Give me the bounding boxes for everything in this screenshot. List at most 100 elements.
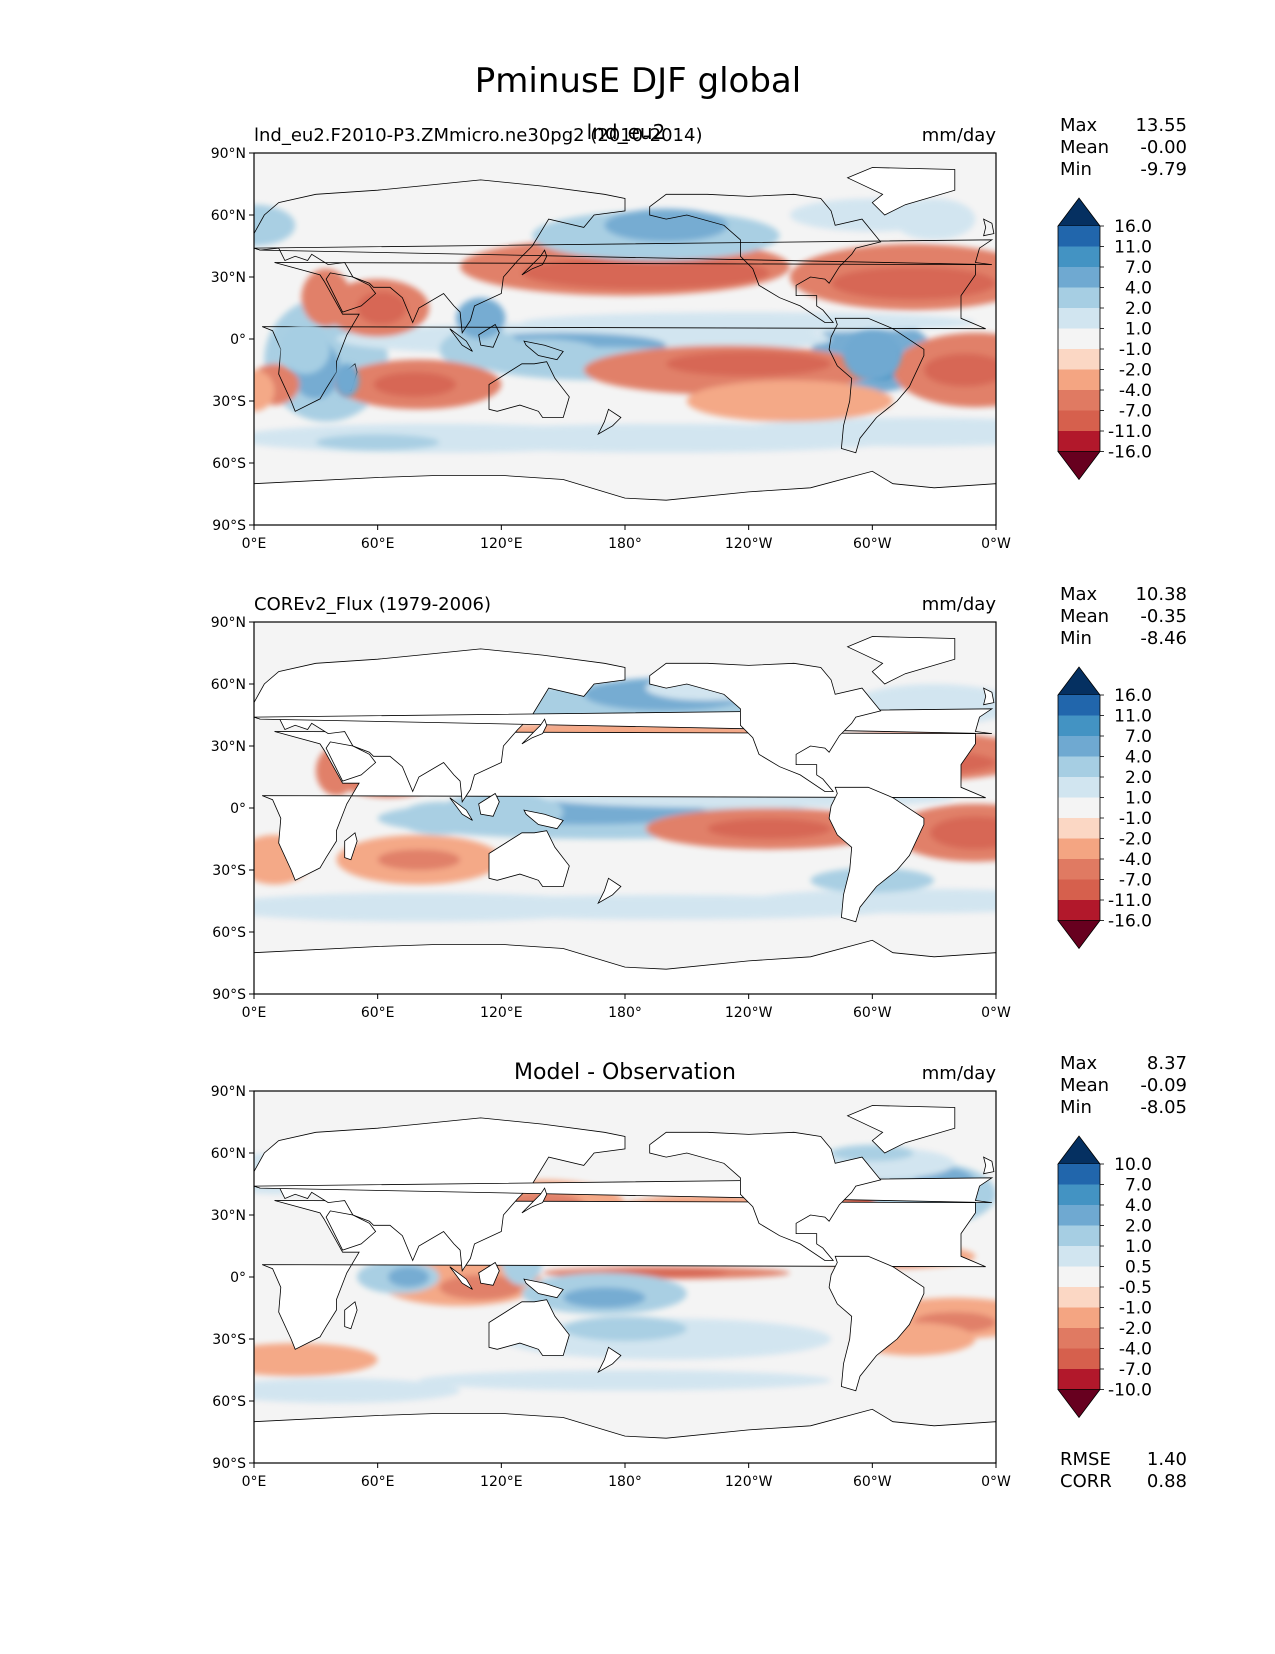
- colorbar-label: 0.5: [1125, 1258, 1152, 1278]
- field-blob: [357, 291, 407, 325]
- coastline-eurasia: [254, 179, 626, 334]
- colorbar-label: 7.0: [1125, 258, 1152, 278]
- colorbar-frame: [1057, 1164, 1101, 1390]
- colorbar-label: 10.0: [1114, 1155, 1152, 1175]
- panel-units: mm/day: [922, 594, 997, 615]
- lat-tick-label: 30°S: [212, 394, 246, 410]
- lat-tick-label: 90°N: [211, 1084, 246, 1100]
- colorbar-segment: [1058, 1164, 1100, 1185]
- lat-tick-label: 60°N: [211, 677, 246, 693]
- stat-label: Mean: [1060, 1075, 1109, 1096]
- coastline-antarctica: [254, 1408, 996, 1463]
- coastline-uk: [982, 1156, 995, 1175]
- lat-tick-label: 90°S: [212, 987, 246, 1003]
- coastline-new-zealand: [597, 877, 622, 905]
- lon-tick-label: 0°E: [242, 536, 267, 552]
- stat-value: -0.09: [1140, 1075, 1187, 1096]
- lat-tick-label: 30°N: [211, 739, 246, 755]
- coastline-new-zealand: [597, 408, 622, 436]
- lon-tick-label: 60°E: [361, 1005, 395, 1021]
- lon-tick-label: 120°W: [725, 536, 773, 552]
- colorbar-segment: [1058, 1328, 1100, 1349]
- colorbar-label: -7.0: [1119, 871, 1152, 891]
- stat-label: Mean: [1060, 137, 1109, 158]
- lon-tick-label: 0°W: [981, 536, 1011, 552]
- colorbar-label: 1.0: [1125, 320, 1152, 340]
- panel-title-overlap: lnd_eu2: [587, 120, 666, 144]
- coastline-greenland: [846, 1105, 956, 1154]
- coastline-greenland: [846, 636, 956, 685]
- land-field-blob: [280, 324, 331, 375]
- field-blob: [301, 268, 351, 327]
- panel-title-left: COREv2_Flux (1979-2006): [254, 594, 491, 615]
- coastline-antarctica: [254, 470, 996, 525]
- field-blob: [377, 849, 461, 870]
- lat-tick-label: 0°: [230, 801, 246, 817]
- colorbar-segment: [1058, 797, 1100, 818]
- lon-tick-label: 0°E: [242, 1005, 267, 1021]
- lat-tick-label: 60°S: [212, 1394, 246, 1410]
- lat-tick-label: 60°S: [212, 925, 246, 941]
- field-blob: [604, 208, 729, 242]
- lon-tick-label: 120°W: [725, 1474, 773, 1490]
- colorbar-label: -4.0: [1119, 850, 1152, 870]
- lon-tick-label: 0°E: [242, 1474, 267, 1490]
- colorbar-segment: [1058, 1184, 1100, 1205]
- lon-tick-label: 180°: [608, 1474, 642, 1490]
- panel-diff: 90°N 60°N 30°N 0° 30°S 60°S 90°S 0°E 60°E 120°E 18…: [211, 1053, 1187, 1492]
- lon-tick-label: 60°E: [361, 1474, 395, 1490]
- lat-tick-label: 30°S: [212, 1332, 246, 1348]
- stat-label: Min: [1060, 1097, 1092, 1118]
- field-blob: [521, 256, 770, 290]
- colorbar-segment: [1058, 879, 1100, 900]
- colorbar-segment: [1058, 431, 1100, 452]
- coastline-madagascar: [344, 832, 358, 861]
- colorbar-label: 4.0: [1125, 1196, 1152, 1216]
- coastline-australia: [488, 1299, 570, 1356]
- field-blob: [418, 1370, 832, 1391]
- coastline-uk: [982, 218, 995, 237]
- field-blob: [930, 816, 996, 850]
- field-blob: [666, 351, 832, 377]
- field-blobs: [254, 198, 996, 453]
- colorbar-label: 4.0: [1125, 748, 1152, 768]
- coastline-new-guinea: [523, 340, 564, 361]
- colorbar-label: 11.0: [1114, 707, 1152, 727]
- colorbar-segment: [1058, 267, 1100, 288]
- stat-label: Min: [1060, 628, 1092, 649]
- colorbar-label: -7.0: [1119, 1360, 1152, 1380]
- colorbar-extend-top: [1057, 1135, 1101, 1165]
- coastline-japan: [521, 249, 548, 276]
- colorbar-label: 7.0: [1125, 1176, 1152, 1196]
- lat-tick-label: 60°S: [212, 456, 246, 472]
- colorbar-segment: [1058, 1287, 1100, 1308]
- colorbar-label: 2.0: [1125, 1217, 1152, 1237]
- lat-tick-label: 90°N: [211, 615, 246, 631]
- field-blob: [923, 353, 996, 387]
- stats-block: Max 13.55 Mean -0.00 Min -9.79: [1060, 115, 1187, 180]
- stat-label: Min: [1060, 159, 1092, 180]
- colorbar-segment: [1058, 1266, 1100, 1287]
- stat-label: Max: [1060, 115, 1098, 136]
- coastline-uk: [982, 687, 995, 706]
- colorbar-label: -11.0: [1108, 891, 1152, 911]
- colorbar-segment: [1058, 390, 1100, 411]
- stat-value: -0.00: [1140, 137, 1187, 158]
- land-field: [280, 324, 902, 397]
- lon-tick-label: 120°E: [480, 1005, 523, 1021]
- field-blob: [831, 266, 996, 300]
- field-blob: [254, 370, 275, 412]
- field-blob: [439, 328, 522, 370]
- colorbar-label: -1.0: [1119, 1299, 1152, 1319]
- colorbar-label: 16.0: [1114, 217, 1152, 237]
- colorbar-segment: [1058, 349, 1100, 370]
- extra-stat-value: 1.40: [1147, 1449, 1187, 1470]
- colorbar-label: -16.0: [1108, 912, 1152, 932]
- colorbar-segment: [1058, 1246, 1100, 1267]
- colorbar-label: 1.0: [1125, 789, 1152, 809]
- colorbar-segment: [1058, 859, 1100, 880]
- coastline-europe-west: [254, 239, 994, 265]
- coastline-antarctica: [254, 939, 996, 994]
- colorbar-segment: [1058, 1307, 1100, 1328]
- stat-value: -8.46: [1140, 628, 1187, 649]
